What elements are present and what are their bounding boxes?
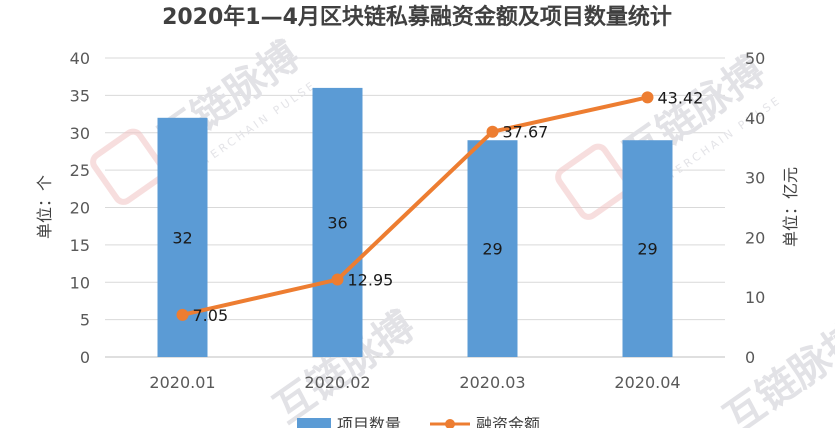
bar xyxy=(467,140,518,357)
y-tick-right: 0 xyxy=(745,348,755,367)
data-labels: 32 36 29 29 7.05 12.95 37.67 43.42 xyxy=(172,88,703,324)
watermark-text-4: 互链脉搏 xyxy=(716,313,835,428)
bar-series-project-count xyxy=(157,87,673,358)
legend-label-funding-amount: 融资金额 xyxy=(476,415,540,428)
x-tick-label: 2020.03 xyxy=(459,373,525,392)
line-data-label: 43.42 xyxy=(658,88,704,107)
y-tick-left: 35 xyxy=(70,86,90,105)
y-axis-right-title: 单位：亿元 xyxy=(781,167,800,247)
x-tick-label: 2020.04 xyxy=(614,373,680,392)
legend-line-marker xyxy=(445,419,455,428)
watermark-logo-4: 互链脉搏 xyxy=(716,313,835,428)
y-tick-left: 20 xyxy=(70,199,90,218)
y-tick-left: 25 xyxy=(70,161,90,180)
line-point xyxy=(176,308,189,321)
y-tick-right: 10 xyxy=(745,288,765,307)
legend: 项目数量 融资金额 xyxy=(297,415,540,428)
bar-data-label: 36 xyxy=(327,213,347,232)
y-tick-left: 40 xyxy=(70,49,90,68)
y-tick-right: 50 xyxy=(745,49,765,68)
legend-item-funding-amount: 融资金额 xyxy=(430,415,540,428)
legend-bar-swatch xyxy=(297,418,331,428)
x-tick-label: 2020.01 xyxy=(149,373,215,392)
line-data-label: 7.05 xyxy=(193,306,229,325)
y-tick-right: 30 xyxy=(745,169,765,188)
axis-ticks: 0 5 10 15 20 25 30 35 40 0 10 20 30 40 50 2020.01 2020.0… xyxy=(70,49,766,392)
line-series-funding-amount xyxy=(176,91,654,321)
line-point xyxy=(641,91,654,104)
y-tick-right: 20 xyxy=(745,228,765,247)
line-data-label: 37.67 xyxy=(503,123,549,142)
line-point xyxy=(486,125,499,138)
y-tick-left: 30 xyxy=(70,124,90,143)
bar-data-label: 29 xyxy=(482,240,502,259)
line-data-label: 12.95 xyxy=(348,271,394,290)
y-tick-left: 0 xyxy=(80,348,90,367)
legend-label-project-count: 项目数量 xyxy=(337,415,401,428)
y-tick-left: 5 xyxy=(80,311,90,330)
y-axis-left-title: 单位：个 xyxy=(35,175,54,239)
x-tick-label: 2020.02 xyxy=(304,373,370,392)
bar-data-label: 29 xyxy=(637,240,657,259)
bar xyxy=(622,140,673,357)
bar-data-label: 32 xyxy=(172,228,192,247)
chart-title: 2020年1—4月区块链私募融资金额及项目数量统计 xyxy=(162,4,672,30)
y-tick-right: 40 xyxy=(745,109,765,128)
bar xyxy=(312,87,363,358)
y-tick-left: 15 xyxy=(70,236,90,255)
legend-item-project-count: 项目数量 xyxy=(297,415,401,428)
line-point xyxy=(331,273,344,286)
series-line xyxy=(182,95,648,317)
y-tick-left: 10 xyxy=(70,273,90,292)
